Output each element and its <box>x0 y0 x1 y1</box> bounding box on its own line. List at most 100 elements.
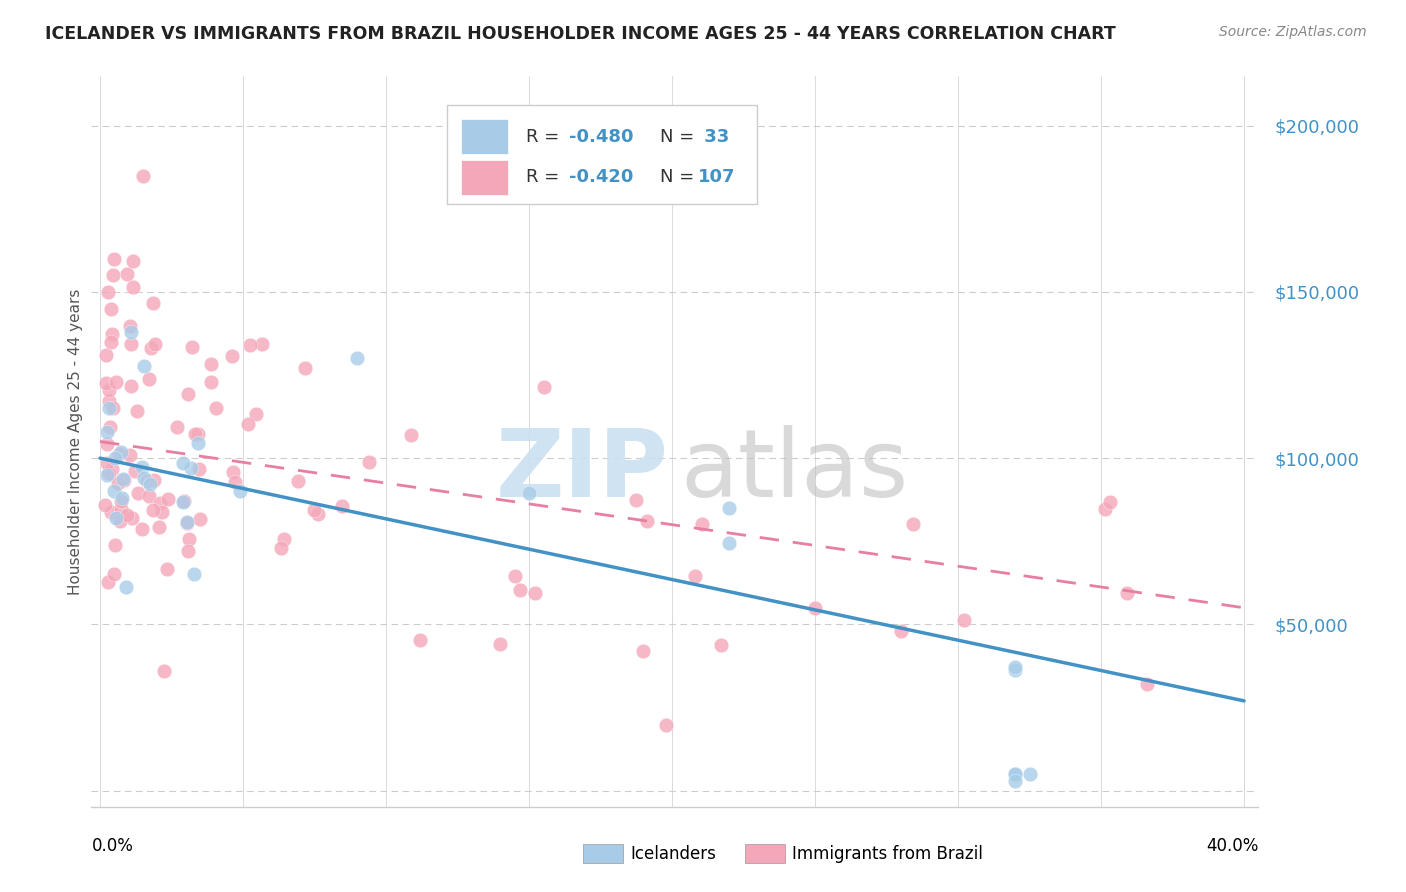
Point <box>408 632 430 647</box>
Point <box>224 475 246 490</box>
Point <box>901 516 924 531</box>
Point <box>94 376 117 390</box>
Point <box>97 285 120 299</box>
Point <box>177 544 200 558</box>
Point <box>122 279 145 293</box>
Point <box>108 514 131 528</box>
Point <box>505 569 527 583</box>
Point <box>330 499 353 513</box>
Point <box>509 582 531 597</box>
Text: 107: 107 <box>699 169 735 186</box>
Text: ICELANDER VS IMMIGRANTS FROM BRAZIL HOUSEHOLDER INCOME AGES 25 - 44 YEARS CORREL: ICELANDER VS IMMIGRANTS FROM BRAZIL HOUS… <box>45 25 1116 43</box>
Point <box>103 484 125 499</box>
Y-axis label: Householder Income Ages 25 - 44 years: Householder Income Ages 25 - 44 years <box>67 288 83 595</box>
Point <box>105 375 128 389</box>
Text: -0.420: -0.420 <box>568 169 633 186</box>
Point <box>1004 773 1026 788</box>
Point <box>143 337 166 351</box>
Point <box>166 420 188 434</box>
Point <box>287 475 309 489</box>
Point <box>156 562 179 576</box>
Point <box>1116 586 1139 600</box>
Point <box>239 337 262 351</box>
Point <box>111 491 134 505</box>
Point <box>718 501 741 516</box>
Point <box>176 515 198 529</box>
Point <box>100 334 122 349</box>
FancyBboxPatch shape <box>461 119 508 154</box>
Point <box>183 567 205 582</box>
Point <box>100 505 122 519</box>
Point <box>307 508 329 522</box>
Point <box>150 504 173 518</box>
Point <box>1004 664 1026 678</box>
Point <box>718 535 741 549</box>
Point <box>655 718 678 732</box>
Point <box>98 420 121 434</box>
Point <box>142 503 165 517</box>
Point <box>131 522 153 536</box>
Point <box>250 337 273 351</box>
Point <box>1099 495 1122 509</box>
Point <box>236 417 259 431</box>
Point <box>103 252 125 266</box>
Point <box>187 461 209 475</box>
Point <box>98 393 121 408</box>
Point <box>188 511 211 525</box>
Point <box>120 378 142 392</box>
Point <box>148 520 170 534</box>
Point <box>180 461 202 475</box>
Point <box>302 502 325 516</box>
Point <box>953 614 976 628</box>
Point <box>153 664 176 678</box>
Point <box>624 492 647 507</box>
Point <box>94 348 117 362</box>
Point <box>104 538 127 552</box>
Point <box>173 494 195 508</box>
Point <box>125 403 148 417</box>
Point <box>221 349 243 363</box>
Point <box>187 426 209 441</box>
Point <box>187 435 209 450</box>
Point <box>804 600 827 615</box>
Text: R =: R = <box>526 169 564 186</box>
Point <box>533 379 555 393</box>
Point <box>1004 767 1026 781</box>
Point <box>96 437 118 451</box>
FancyBboxPatch shape <box>461 160 508 195</box>
Point <box>890 624 912 638</box>
Point <box>96 467 118 482</box>
Point <box>94 498 117 512</box>
Point <box>143 474 166 488</box>
Point <box>156 492 179 507</box>
Point <box>172 494 194 508</box>
Point <box>108 447 131 461</box>
FancyBboxPatch shape <box>447 105 756 204</box>
Text: 40.0%: 40.0% <box>1206 837 1258 855</box>
Point <box>139 477 162 491</box>
Point <box>121 254 143 268</box>
Point <box>96 456 118 470</box>
Text: Immigrants from Brazil: Immigrants from Brazil <box>792 845 983 863</box>
Point <box>346 351 368 366</box>
Point <box>142 296 165 310</box>
Point <box>294 361 316 376</box>
Point <box>149 496 172 510</box>
Point <box>636 514 658 528</box>
Point <box>110 502 132 516</box>
Text: ZIP: ZIP <box>496 425 669 516</box>
Point <box>270 541 292 555</box>
Point <box>524 586 547 600</box>
Point <box>110 444 132 458</box>
Point <box>132 169 155 183</box>
Point <box>118 448 141 462</box>
Point <box>136 475 159 489</box>
Point <box>118 319 141 334</box>
Text: 33: 33 <box>699 128 730 145</box>
Text: N =: N = <box>659 169 700 186</box>
Point <box>200 375 222 389</box>
Point <box>124 464 146 478</box>
Point <box>112 473 135 487</box>
Point <box>710 639 733 653</box>
Point <box>1094 502 1116 516</box>
